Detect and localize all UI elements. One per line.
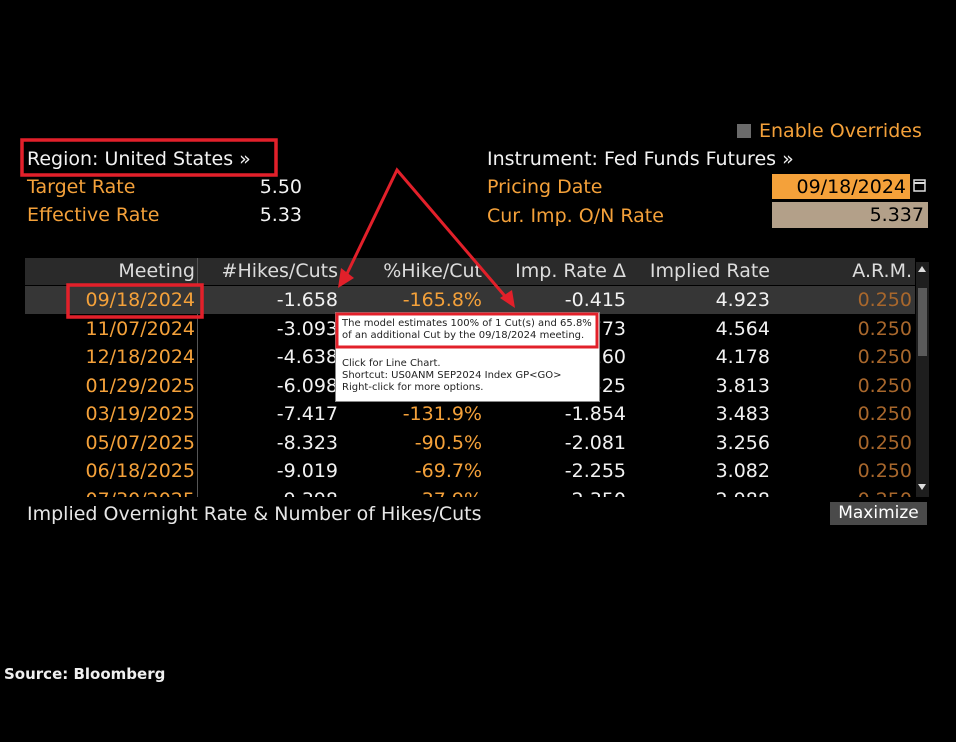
table-cell[interactable]: 03/19/2025 [85,403,195,425]
table-cell[interactable]: 0.250 [857,431,912,454]
table-cell[interactable]: -2.081 [564,431,626,454]
table-cell[interactable]: 4.564 [715,317,770,340]
field-label: Target Rate [27,176,136,198]
table-cell[interactable]: -90.5% [414,431,482,454]
field-label: Cur. Imp. O/N Rate [487,205,664,227]
tooltip: The model estimates 100% of 1 Cut(s) and… [335,312,600,402]
field-value: 5.33 [259,204,302,226]
column-header[interactable]: Implied Rate [649,260,770,282]
panel-title: Implied Overnight Rate & Number of Hikes… [27,503,482,525]
table-cell[interactable]: 0.250 [857,460,912,482]
date-input[interactable] [772,174,910,199]
maximize-label[interactable]: Maximize [838,503,919,523]
field-label: Effective Rate [27,204,160,226]
table-cell[interactable]: -4.638 [276,346,338,368]
column-header[interactable]: Imp. Rate Δ [515,260,626,282]
tooltip-line: of an additional Cut by the 09/18/2024 m… [342,330,585,341]
override-checkbox[interactable] [737,124,751,138]
table-cell[interactable]: 3.082 [715,460,770,482]
arrow-head [500,290,515,308]
table-cell[interactable]: -9.019 [276,460,338,482]
table-cell[interactable]: 0.250 [772,486,912,498]
tooltip-help: Click for Line Chart. [342,358,441,369]
table-cell[interactable]: 0.250 [857,374,912,397]
table-cell[interactable]: -69.7% [414,460,482,482]
column-header[interactable]: A.R.M. [852,260,912,282]
table-cell[interactable]: 4.178 [715,346,770,368]
table-cell[interactable]: 07/30/2025 [55,486,195,498]
highlight-box [20,138,278,177]
table-cell[interactable]: -1.854 [564,403,626,425]
table-cell[interactable]: 0.250 [857,403,912,425]
table-cell[interactable]: 01/29/2025 [85,374,195,397]
table-cell[interactable]: -1.658 [276,289,338,311]
date-value: 09/18/2024 [796,176,906,198]
table-cell[interactable]: -7.417 [276,403,338,425]
row-highlight[interactable] [25,286,915,314]
table-cell[interactable]: -6.098 [276,374,338,397]
source: Source: Bloomberg [4,665,166,683]
column-header[interactable]: %Hike/Cut [383,260,482,282]
table-cell[interactable]: -131.9% [402,403,482,425]
table-cell[interactable]: -165.8% [402,289,482,311]
table-cell[interactable]: 09/18/2024 [85,289,195,311]
table-cell[interactable]: 12/18/2024 [85,346,195,368]
field-value: 5.50 [259,176,302,198]
table-cell[interactable]: -0.415 [564,289,626,311]
table-cell[interactable]: 0.250 [857,346,912,368]
maximize-button[interactable] [830,502,927,525]
table-cell[interactable]: 2.988 [630,486,770,498]
tooltip-line: The model estimates 100% of 1 Cut(s) and… [342,318,592,329]
table-cell[interactable]: -2.350 [486,486,626,498]
override-label[interactable]: Enable Overrides [759,120,922,142]
calendar-icon[interactable] [912,176,928,196]
arrow-head [338,268,354,288]
table-cell[interactable]: -2.255 [564,460,626,482]
column-header[interactable]: Meeting [118,260,195,282]
table-cell[interactable]: -9.398 [198,486,338,498]
highlight-box [335,312,599,349]
table-cell[interactable]: 05/07/2025 [85,431,195,454]
table-cell[interactable]: 3.483 [715,403,770,425]
rate-value: 5.337 [869,204,924,226]
table-cell[interactable]: 11/07/2024 [85,317,195,340]
scroll-down[interactable] [918,484,926,490]
rate-box [772,202,928,228]
region[interactable]: Region: United States » [27,148,251,170]
column-header[interactable]: #Hikes/Cuts [221,260,338,282]
highlight-box [66,283,204,319]
table-cell[interactable]: 4.923 [715,289,770,311]
divider [197,258,198,497]
field-label: Pricing Date [487,176,603,198]
table-cell[interactable]: 06/18/2025 [85,460,195,482]
table-cell[interactable]: 0.250 [857,289,912,311]
instrument[interactable]: Instrument: Fed Funds Futures » [487,148,794,170]
table-cell[interactable]: -37.9% [342,486,482,498]
tooltip-help: Right-click for more options. [342,382,484,393]
scroll-thumb[interactable] [918,288,927,356]
table-cell[interactable]: 3.813 [715,374,770,397]
table-cell[interactable]: 3.256 [715,431,770,454]
arrow [341,167,512,303]
scroll-up[interactable] [918,266,926,272]
table-cell[interactable]: 0.250 [857,317,912,340]
table-cell[interactable]: -3.093 [276,317,338,340]
table: Meeting #Hikes/Cuts %Hike/Cut Imp. Rate Δ Im… [25,258,930,497]
table-cell[interactable]: -8.323 [276,431,338,454]
tooltip-help: Shortcut: US0ANM SEP2024 Index GP<GO> [342,370,562,381]
header-bar [25,258,915,285]
